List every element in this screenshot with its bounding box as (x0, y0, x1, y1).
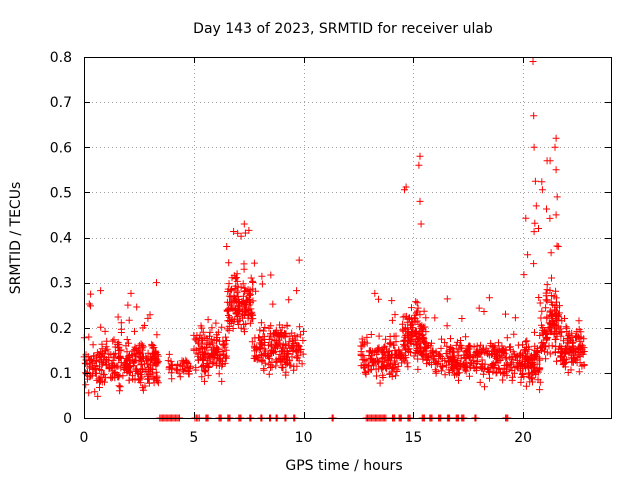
x-tick-label: 10 (295, 430, 313, 446)
y-tick-label: 0.6 (50, 140, 72, 156)
x-axis-label: GPS time / hours (285, 458, 402, 474)
y-tick-label: 0.3 (50, 276, 72, 292)
y-tick-label: 0.8 (50, 50, 72, 66)
x-tick-label: 15 (404, 430, 422, 446)
y-tick-label: 0 (63, 411, 72, 427)
x-tick-label: 5 (189, 430, 198, 446)
data-points (80, 58, 588, 422)
y-tick-label: 0.1 (50, 366, 72, 382)
x-tick-label: 0 (80, 430, 89, 446)
y-axis-label: SRMTID / TECUs (8, 182, 24, 295)
chart-title: Day 143 of 2023, SRMTID for receiver ula… (193, 21, 493, 37)
y-tick-label: 0.4 (50, 231, 72, 247)
y-tick-label: 0.5 (50, 185, 72, 201)
y-tick-label: 0.2 (50, 321, 72, 337)
axis-ticks: 0 0.1 0.2 0.3 0.4 0.5 0.6 0.7 0.8 0 5 10 15 20 (50, 50, 611, 446)
x-tick-label: 20 (514, 430, 532, 446)
srmtid-points (80, 58, 588, 422)
y-tick-label: 0.7 (50, 95, 72, 111)
